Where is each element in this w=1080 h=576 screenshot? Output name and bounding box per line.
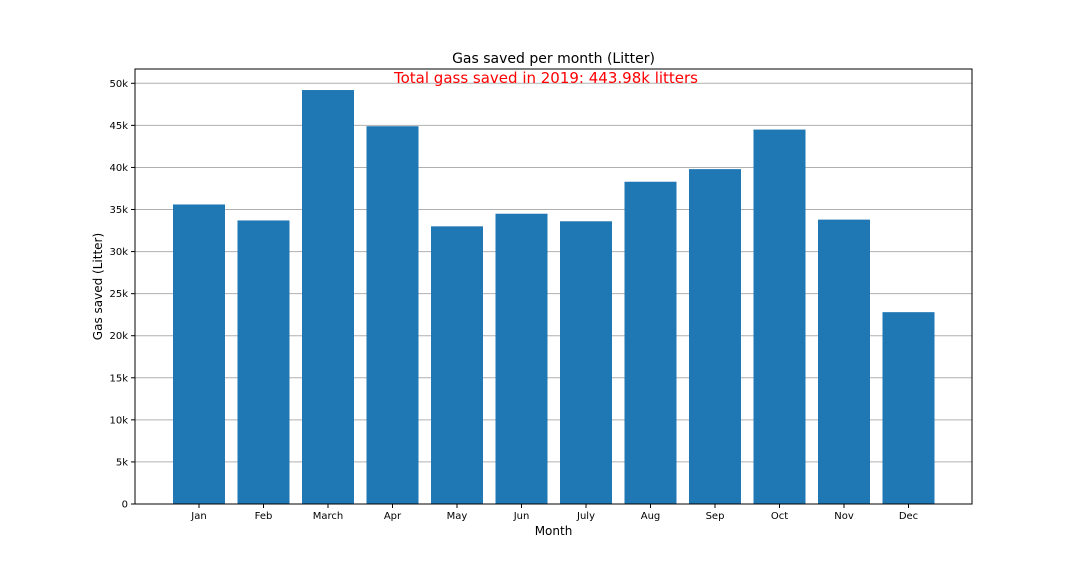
- x-tick-label: Dec: [899, 511, 918, 522]
- plot-frame: [134, 68, 973, 505]
- y-tick-label: 45k: [109, 121, 128, 132]
- x-tick-label: Sep: [706, 511, 725, 522]
- bar-march: [302, 90, 354, 504]
- y-tick-label: 25k: [109, 289, 128, 300]
- x-axis-ticks: Jan Feb March Apr May Jun July Aug Sep Oct Nov Dec: [190, 504, 918, 522]
- y-tick-label: 20k: [109, 331, 128, 342]
- bar-apr: [366, 126, 419, 505]
- bar-july: [560, 221, 612, 505]
- x-tick-label: May: [447, 511, 468, 522]
- bar-jan: [173, 204, 225, 504]
- y-tick-label: 40k: [109, 163, 128, 174]
- bar-nov: [818, 219, 870, 504]
- bars: [173, 90, 935, 505]
- y-axis-label: Gas saved (Litter): [91, 233, 105, 340]
- x-tick-label: Feb: [255, 511, 273, 522]
- chart-title: Gas saved per month (Litter): [452, 51, 655, 67]
- total-annotation: Total gass saved in 2019: 443.98k litter…: [393, 69, 698, 87]
- x-tick-label: Jan: [190, 511, 206, 522]
- x-tick-label: Nov: [834, 511, 854, 522]
- y-tick-label: 35k: [109, 205, 128, 216]
- x-tick-label: Jun: [513, 511, 530, 522]
- bar-oct: [753, 129, 806, 505]
- y-tick-label: 15k: [109, 373, 128, 384]
- bar-feb: [237, 220, 290, 504]
- y-tick-label: 5k: [116, 457, 128, 468]
- bar-sep: [689, 169, 741, 504]
- y-tick-label: 0: [122, 500, 128, 511]
- bar-may: [431, 226, 483, 504]
- y-tick-label: 50k: [109, 79, 128, 90]
- x-tick-label: Oct: [771, 511, 788, 522]
- x-tick-label: Aug: [641, 511, 661, 522]
- y-tick-label: 30k: [109, 247, 128, 258]
- x-tick-label: Apr: [384, 511, 402, 522]
- x-axis-label: Month: [535, 524, 573, 538]
- bar-dec: [882, 312, 935, 504]
- x-tick-label: July: [576, 511, 595, 522]
- x-tick-label: March: [313, 511, 343, 522]
- y-tick-label: 10k: [109, 415, 128, 426]
- bar-jun: [495, 213, 548, 504]
- bar-aug: [624, 181, 677, 504]
- y-axis-ticks: 0 5k 10k 15k 20k 25k 30k 35k 40k 45k 50k: [109, 79, 135, 511]
